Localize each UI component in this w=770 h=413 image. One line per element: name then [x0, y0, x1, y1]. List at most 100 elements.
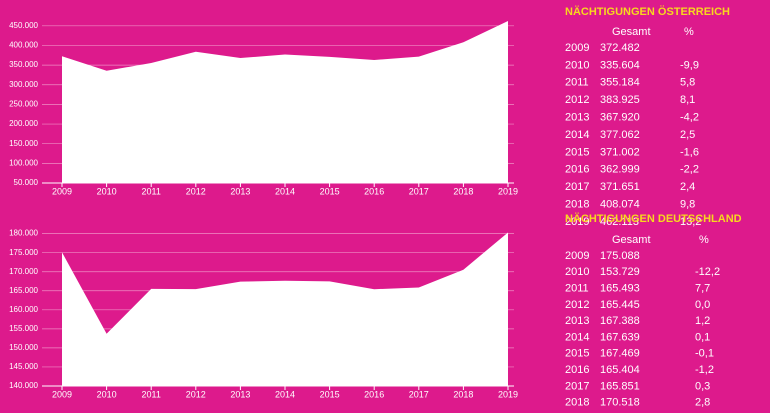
- table-cell: -1,6: [680, 146, 699, 158]
- table-cell: 2,5: [680, 129, 695, 141]
- table-cell: 383.925: [600, 94, 640, 106]
- x-tick-label: 2017: [409, 186, 429, 196]
- table-cell: 8,1: [680, 94, 695, 106]
- y-tick-label: 180.000: [9, 229, 38, 238]
- table-cell: 355.184: [600, 77, 640, 89]
- table-header: Gesamt: [612, 26, 651, 38]
- y-tick-label: 175.000: [9, 248, 38, 257]
- area: [62, 21, 508, 184]
- y-tick-label: 155.000: [9, 324, 38, 333]
- table-cell: 367.920: [600, 112, 640, 124]
- table-cell: -4,2: [680, 112, 699, 124]
- table-cell: 0,3: [695, 380, 710, 392]
- table-cell: 377.062: [600, 129, 640, 141]
- x-tick-label: 2009: [52, 389, 72, 399]
- table-cell: -2,2: [680, 164, 699, 176]
- table-cell: 2009: [565, 42, 589, 54]
- table-cell: 153.729: [600, 266, 640, 278]
- table-cell: 2014: [565, 129, 589, 141]
- y-tick-label: 50.000: [14, 178, 39, 187]
- table-cell: 2015: [565, 146, 589, 158]
- table-cell: 2018: [565, 199, 589, 211]
- table-header: %: [699, 234, 709, 246]
- table-cell: 335.604: [600, 59, 640, 71]
- y-tick-label: 100.000: [9, 158, 38, 167]
- table-cell: 165.404: [600, 364, 640, 376]
- area: [62, 232, 508, 386]
- x-tick-label: 2015: [320, 186, 340, 196]
- table-cell: 2,4: [680, 181, 695, 193]
- table-cell: 462.113: [600, 216, 639, 228]
- table-cell: 2012: [565, 299, 589, 311]
- y-tick-label: 400.000: [9, 41, 38, 50]
- y-tick-label: 350.000: [9, 60, 38, 69]
- x-tick-label: 2016: [364, 389, 384, 399]
- y-tick-label: 450.000: [9, 21, 38, 30]
- table-cell: -1,2: [695, 364, 714, 376]
- x-tick-label: 2013: [230, 389, 250, 399]
- table-cell: 167.469: [600, 348, 640, 360]
- x-tick-label: 2011: [142, 389, 161, 399]
- table-cell: 2010: [565, 59, 589, 71]
- x-tick-label: 2012: [186, 186, 206, 196]
- y-tick-label: 160.000: [9, 305, 38, 314]
- table-cell: 5,8: [680, 77, 695, 89]
- table-cell: 175.088: [600, 250, 640, 262]
- table-cell: 165.851: [600, 380, 640, 392]
- table-title: NÄCHTIGUNGEN ÖSTERREICH: [565, 5, 730, 18]
- x-tick-label: 2017: [409, 389, 429, 399]
- x-tick-label: 2015: [320, 389, 340, 399]
- x-tick-label: 2018: [453, 389, 473, 399]
- y-tick-label: 140.000: [9, 381, 38, 390]
- x-tick-label: 2012: [186, 389, 206, 399]
- table-cell: 9,8: [680, 199, 695, 211]
- table-cell: -9,9: [680, 59, 699, 71]
- table-cell: 2017: [565, 181, 589, 193]
- table-cell: 0,1: [695, 331, 710, 343]
- y-tick-label: 200.000: [9, 119, 38, 128]
- table-cell: 2017: [565, 380, 589, 392]
- y-tick-label: 170.000: [9, 267, 38, 276]
- table-cell: 2013: [565, 112, 589, 124]
- y-tick-label: 150.000: [9, 343, 38, 352]
- table-cell: 165.493: [600, 283, 640, 295]
- table-cell: 167.388: [600, 315, 640, 327]
- table-title: NÄCHTIGUNGEN DEUTSCHLAND: [565, 212, 742, 225]
- table-cell: 371.651: [600, 181, 640, 193]
- y-tick-label: 145.000: [9, 362, 38, 371]
- table-cell: 362.999: [600, 164, 640, 176]
- x-tick-label: 2010: [97, 186, 117, 196]
- y-tick-label: 300.000: [9, 80, 38, 89]
- table-cell: 2019: [565, 216, 589, 228]
- table-cell: 13,2: [680, 216, 701, 228]
- table-header: Gesamt: [612, 234, 651, 246]
- table-cell: 2,8: [695, 397, 710, 409]
- x-tick-label: 2019: [498, 389, 518, 399]
- table-cell: 2009: [565, 250, 589, 262]
- table-cell: -12,2: [695, 266, 720, 278]
- table-cell: 2010: [565, 266, 589, 278]
- table-cell: 2012: [565, 94, 589, 106]
- table-cell: 2016: [565, 364, 589, 376]
- table-cell: -0,1: [695, 348, 714, 360]
- table-cell: 2018: [565, 397, 589, 409]
- table-header: %: [684, 26, 694, 38]
- table-cell: 2011: [565, 77, 589, 89]
- table-cell: 408.074: [600, 199, 640, 211]
- y-tick-label: 150.000: [9, 139, 38, 148]
- x-tick-label: 2009: [52, 186, 72, 196]
- table-cell: 371.002: [600, 146, 640, 158]
- table-cell: 372.482: [600, 42, 640, 54]
- table-cell: 1,2: [695, 315, 710, 327]
- y-tick-label: 250.000: [9, 100, 38, 109]
- table-cell: 167.639: [600, 331, 640, 343]
- table-cell: 7,7: [695, 283, 710, 295]
- x-tick-label: 2013: [230, 186, 250, 196]
- table-cell: 2013: [565, 315, 589, 327]
- x-tick-label: 2014: [275, 186, 295, 196]
- x-tick-label: 2010: [97, 389, 117, 399]
- table-cell: 165.445: [600, 299, 640, 311]
- x-tick-label: 2016: [364, 186, 384, 196]
- x-tick-label: 2014: [275, 389, 295, 399]
